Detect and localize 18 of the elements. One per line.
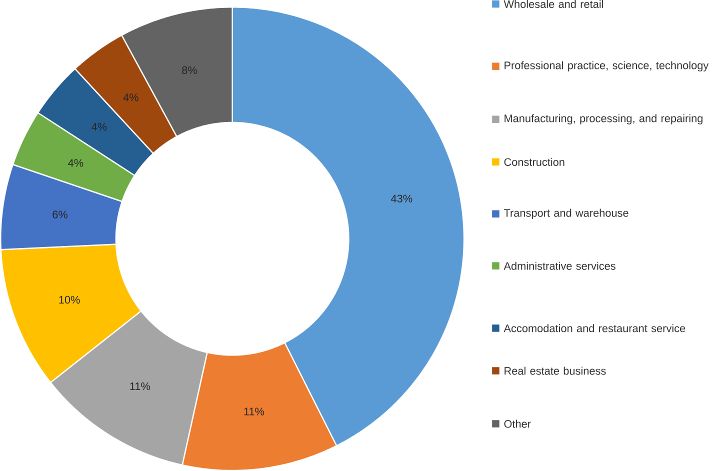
data-label: 6% — [52, 210, 68, 218]
legend-label: Administrative services — [504, 262, 616, 270]
data-label: 4% — [68, 159, 84, 167]
legend-label: Accomodation and restaurant service — [504, 324, 686, 332]
legend-label: Construction — [504, 158, 564, 166]
data-label: 11% — [244, 408, 264, 416]
legend-label: Other — [504, 420, 531, 428]
data-label: 4% — [92, 122, 107, 130]
legend-label: Real estate business — [504, 366, 606, 375]
data-label: 11% — [130, 382, 150, 390]
data-label: 4% — [123, 94, 138, 102]
data-label: 8% — [182, 66, 197, 74]
data-label: 43% — [390, 194, 412, 202]
legend-label: Manufacturing, processing, and repairing — [504, 114, 702, 124]
data-label: 10% — [59, 296, 80, 304]
legend-label: Professional practice, science, technology — [504, 61, 709, 72]
legend-label: Transport and warehouse — [504, 208, 628, 219]
legend-label: Wholesale and retail — [504, 0, 604, 8]
